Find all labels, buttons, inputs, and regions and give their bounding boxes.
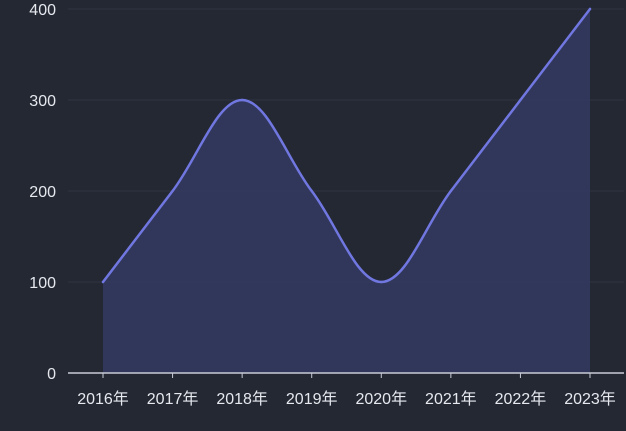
data-point [240,98,244,102]
data-point [449,189,453,193]
x-tick-label: 2022年 [495,390,547,408]
data-point [380,280,383,284]
data-point [519,98,522,102]
data-points [101,7,592,284]
data-point [310,189,313,193]
series-line-group [101,7,592,284]
x-tick-label: 2016年 [77,390,129,408]
x-tick-label: 2017年 [147,390,199,408]
series-line [101,7,592,284]
series-area-fill [103,9,590,373]
x-tick-label: 2023年 [564,390,616,408]
data-point [101,280,105,284]
area-fill-group [103,9,590,373]
y-tick-labels: 0 100 200 300 400 [29,2,56,383]
y-tick-label: 200 [29,184,56,201]
x-tick-label: 2020年 [355,390,407,408]
y-tick-label: 400 [29,2,56,19]
y-tick-label: 300 [29,93,56,110]
y-tick-label: 0 [47,366,56,383]
x-tick-label: 2018年 [216,390,268,408]
x-tick-label: 2021年 [425,390,477,408]
x-tick-label: 2019年 [286,390,338,408]
axes [68,372,624,378]
y-tick-label: 100 [29,275,56,292]
data-point [171,189,174,193]
data-point [588,7,592,11]
x-tick-labels: 2016年 2017年 2018年 2019年 2020年 2021年 2022年 2023年 [77,390,616,408]
